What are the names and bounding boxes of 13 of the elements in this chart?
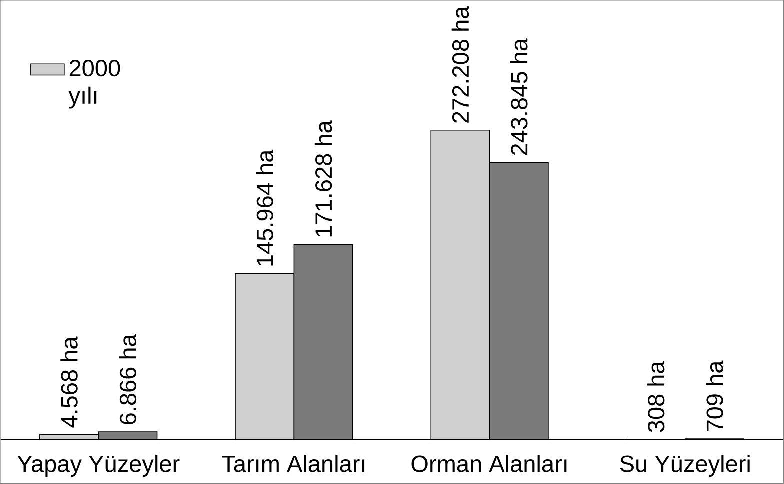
data-label: 171.628 ha: [314, 120, 332, 237]
legend-label: 2000 yılı: [68, 60, 120, 109]
data-label: 272.208 ha: [452, 6, 470, 123]
x-tick-label: Orman Alanları: [412, 455, 567, 472]
x-tick-label: Su Yüzeyleri: [620, 455, 750, 478]
data-label: 709 ha: [706, 360, 724, 432]
data-label: 4.568 ha: [60, 336, 78, 428]
data-label: 6.866 ha: [119, 334, 137, 425]
x-tick-label: Tarım Alanları: [222, 455, 365, 472]
data-label: 243.845 ha: [510, 38, 528, 156]
x-tick-label: Yapay Yüzeyler: [18, 455, 180, 478]
data-label: 308 ha: [647, 361, 665, 432]
data-label: 145.964 ha: [256, 150, 274, 266]
